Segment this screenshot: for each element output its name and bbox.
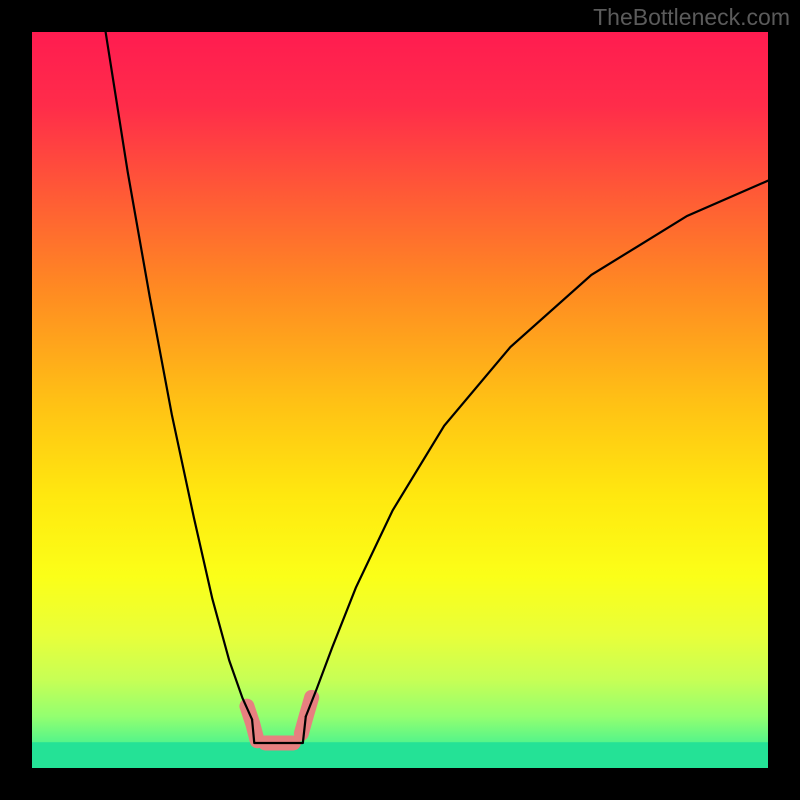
plot-area bbox=[32, 32, 768, 768]
watermark-text: TheBottleneck.com bbox=[593, 4, 790, 31]
chart-stage: TheBottleneck.com bbox=[0, 0, 800, 800]
curve-right-branch bbox=[306, 181, 768, 717]
curve-layer bbox=[32, 32, 768, 768]
markers-group bbox=[247, 697, 312, 743]
curve-left-branch bbox=[106, 32, 252, 719]
